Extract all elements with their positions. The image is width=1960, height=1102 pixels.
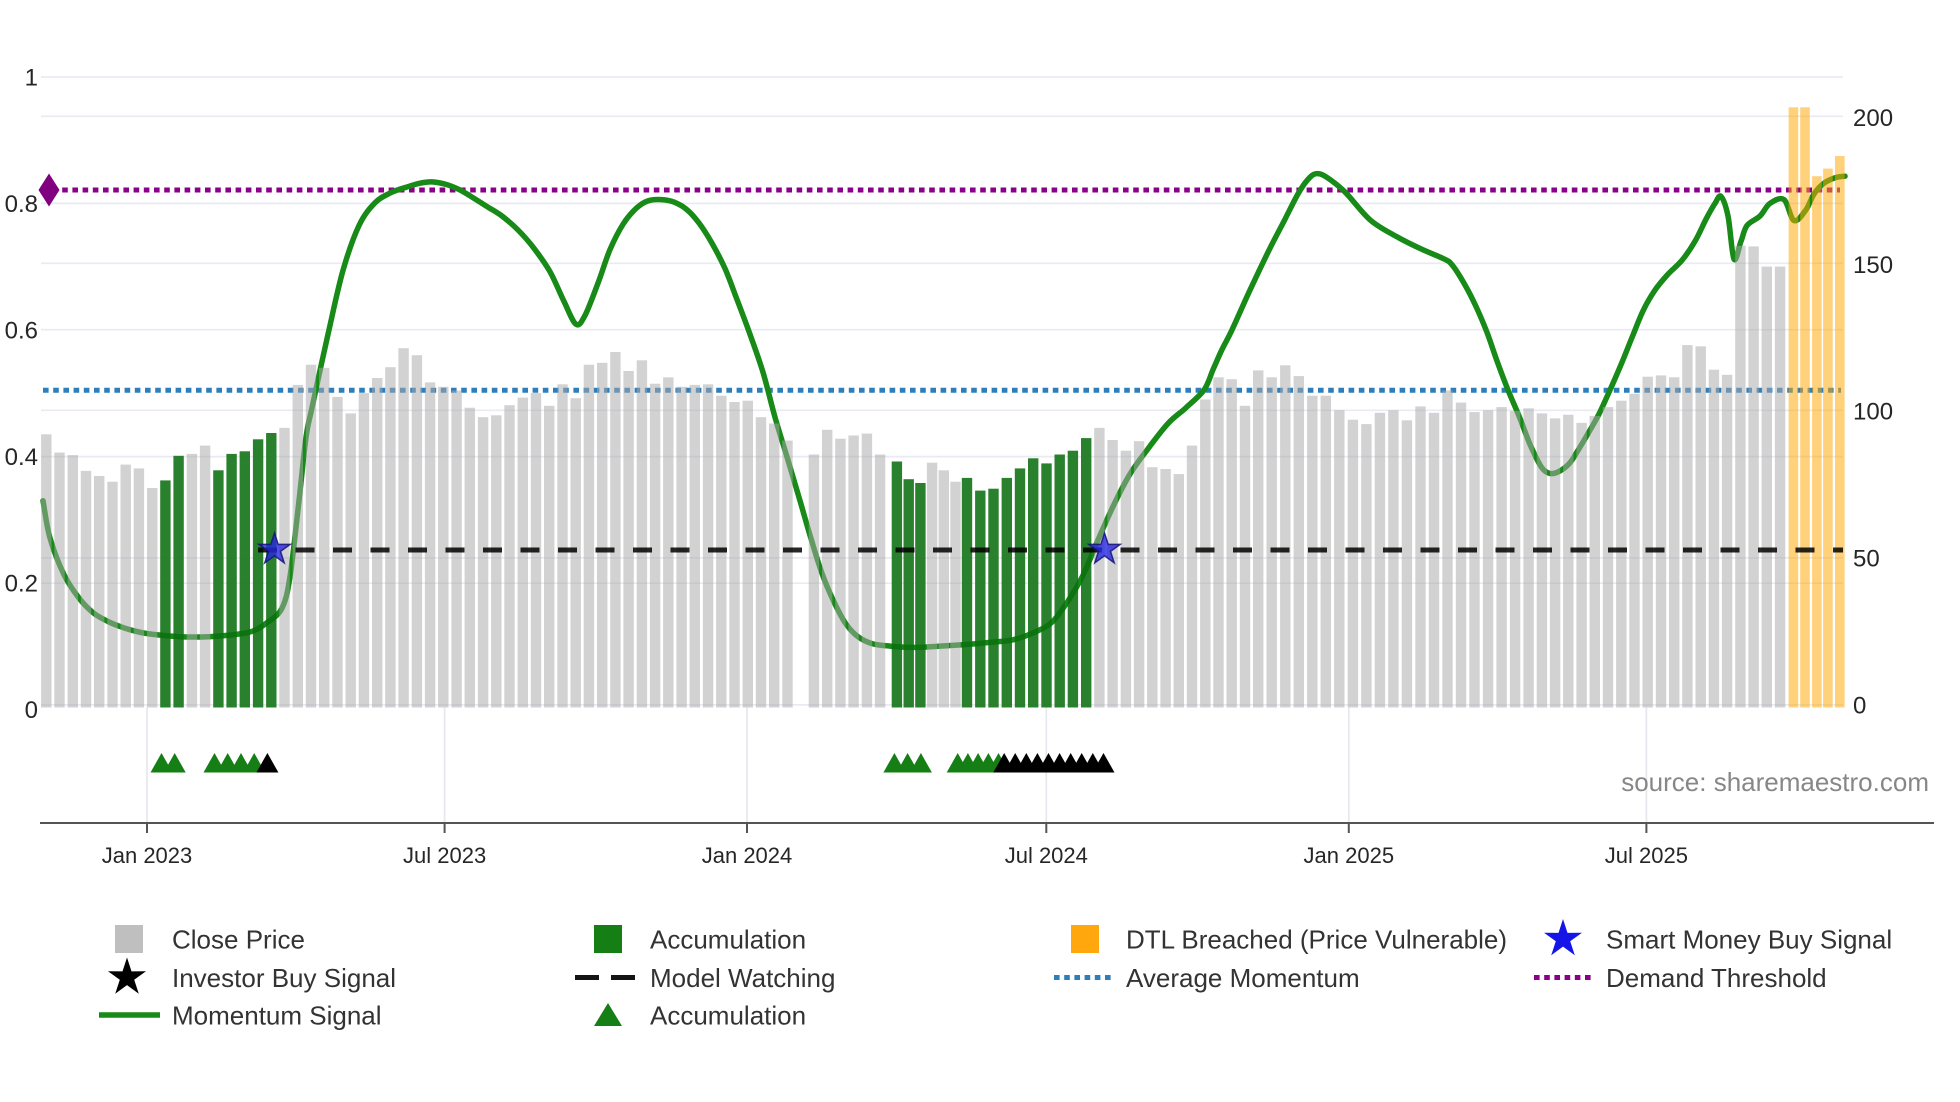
svg-text:0.8: 0.8 <box>5 191 38 218</box>
svg-text:150: 150 <box>1853 252 1893 279</box>
svg-text:50: 50 <box>1853 546 1880 573</box>
svg-text:Jul 2025: Jul 2025 <box>1605 843 1688 868</box>
svg-text:200: 200 <box>1853 105 1893 132</box>
svg-text:Jul 2023: Jul 2023 <box>403 843 486 868</box>
svg-text:Accumulation: Accumulation <box>650 925 806 955</box>
svg-text:1: 1 <box>25 65 38 92</box>
svg-text:0: 0 <box>25 697 38 724</box>
svg-text:0.4: 0.4 <box>5 444 38 471</box>
svg-text:0: 0 <box>1853 693 1866 720</box>
svg-text:DTL Breached (Price Vulnerable: DTL Breached (Price Vulnerable) <box>1126 925 1507 955</box>
svg-text:Average Momentum: Average Momentum <box>1126 963 1360 993</box>
svg-text:0.2: 0.2 <box>5 571 38 598</box>
svg-text:Accumulation: Accumulation <box>650 1001 806 1031</box>
svg-text:Jan 2024: Jan 2024 <box>702 843 793 868</box>
svg-text:Close Price: Close Price <box>172 925 305 955</box>
svg-text:Jan 2025: Jan 2025 <box>1304 843 1395 868</box>
svg-text:Jan 2023: Jan 2023 <box>102 843 193 868</box>
svg-text:source: sharemaestro.com: source: sharemaestro.com <box>1621 767 1929 797</box>
svg-text:100: 100 <box>1853 399 1893 426</box>
svg-text:Momentum Signal: Momentum Signal <box>172 1001 382 1031</box>
svg-text:Investor Buy Signal: Investor Buy Signal <box>172 963 396 993</box>
svg-text:Jul 2024: Jul 2024 <box>1005 843 1088 868</box>
svg-text:Demand Threshold: Demand Threshold <box>1606 963 1827 993</box>
svg-text:0.6: 0.6 <box>5 318 38 345</box>
svg-text:Model Watching: Model Watching <box>650 963 835 993</box>
svg-text:Smart Money Buy Signal: Smart Money Buy Signal <box>1606 925 1892 955</box>
